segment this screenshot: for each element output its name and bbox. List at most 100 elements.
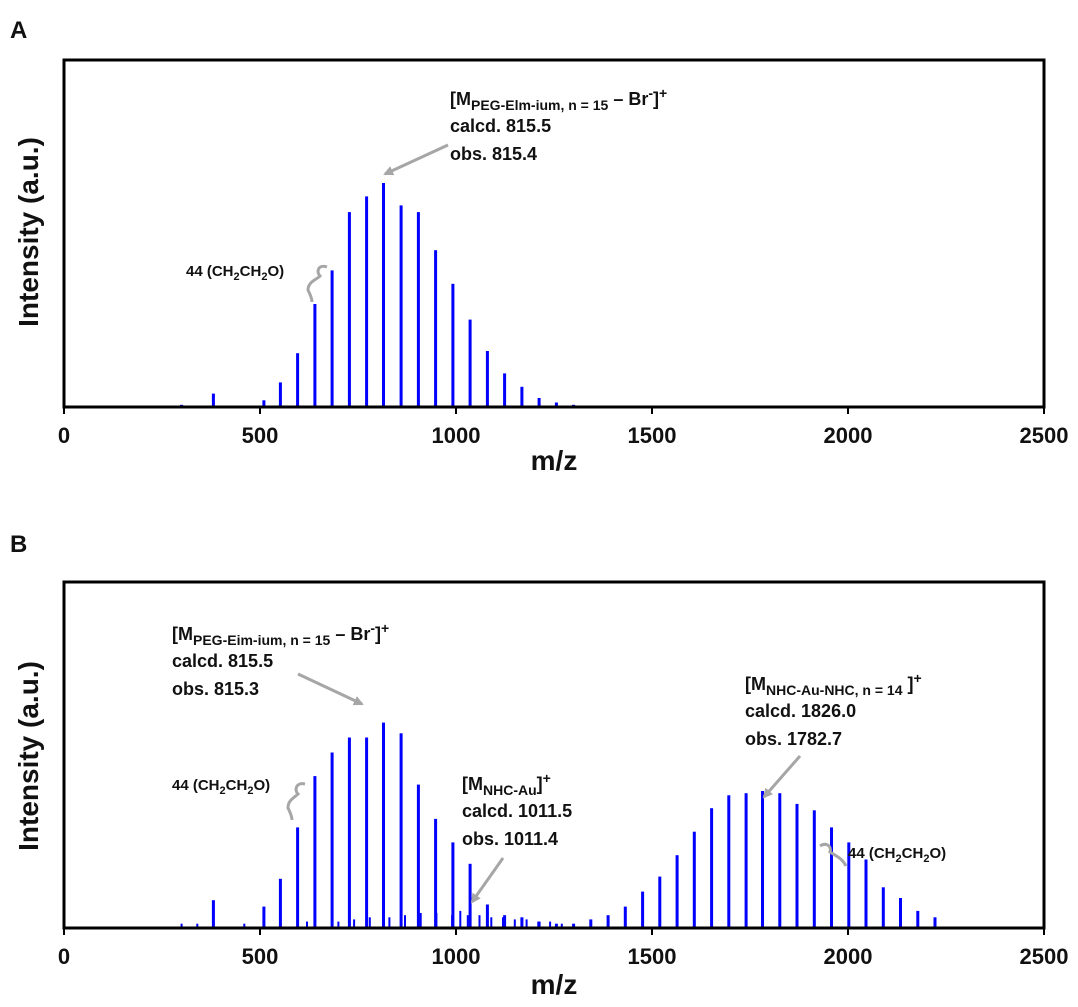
panel-a-peak [313,304,317,407]
panel-b-annotation-ch2ch2o-right: 44 (CH2CH2O) [848,845,946,865]
panel-a-x-tick-label: 2000 [824,423,873,448]
panel-b-peak [388,917,391,928]
panel-b-peak [881,887,885,928]
panel-b-peak [847,842,851,928]
panel-b-peak [353,919,356,928]
panel-b-peak [278,878,282,928]
panel-b-peak [727,795,731,928]
panel-b-x-tick-label: 1500 [628,944,677,969]
panel-b-peak [560,923,563,928]
panel-b-annotation-peg-calcd: calcd. 815.5 [172,651,273,671]
panel-b-peak [478,915,481,928]
panel-b: B 0 500 1000 1500 2000 2500 m/z Intensity (a.… [10,531,1068,1000]
panel-a-peak [262,400,266,407]
panel-a-brace [306,264,328,303]
panel-a-peak [520,386,524,407]
panel-a-x-tick-label: 0 [58,423,70,448]
panel-a-annotation-main-line1: [MPEG-Elm-ium, n = 15 – Br-]+ [450,85,667,113]
panel-b-peak [399,733,403,928]
panel-b-peak [347,737,351,928]
panel-a-peak [434,250,438,407]
panel-a-peak [416,212,420,407]
panel-b-annotation-ch2ch2o-left: 44 (CH2CH2O) [172,777,270,797]
panel-a-peak [468,319,472,407]
panel-b-peak [262,906,266,928]
panel-b-peak [572,923,576,928]
panel-b-annotation-nhcaunhc-calcd: calcd. 1826.0 [745,701,856,721]
panel-b-peak [710,808,714,928]
panel-b-arrow-peg [297,672,364,706]
panel-b-arrow-nhcaunhc [762,755,802,799]
panel-b-peak [795,803,799,928]
panel-a-peak [365,196,369,407]
panel-b-peak [554,923,558,928]
panel-b-peak [525,919,528,928]
panel-a-peak [382,183,385,407]
panel-b-peak [761,791,764,928]
panel-b-peak [520,917,524,928]
panel-b-peak [675,855,679,928]
panel-b-annotation-nhcaunhc-line1: [MNHC-Au-NHC, n = 14 ]+ [745,670,922,698]
panel-a-peak [399,205,403,407]
panel-b-peak [337,921,340,928]
panel-a-peaks [180,183,576,407]
panel-b-peak [933,917,937,928]
panel-b-peaks [180,722,937,928]
panel-a-peak [330,270,334,407]
panel-a-peak [347,212,351,407]
panel-b-peak [899,898,902,928]
panel-b-peak [513,919,516,928]
panel-b-annotation-peg-line1: [MPEG-Eim-ium, n = 15 – Br-]+ [172,620,389,648]
panel-a-x-ticks: 0 500 1000 1500 2000 2500 [58,407,1069,448]
panel-b-brace-right [819,842,848,867]
panel-a-x-axis-label: m/z [531,445,578,476]
panel-b-peak [812,810,816,928]
panel-b-x-tick-label: 2000 [824,944,873,969]
panel-b-peak [196,923,199,928]
panel-b-peak [490,917,493,928]
panel-b-peak [243,923,246,928]
panel-b-peak [623,906,627,928]
panel-a-x-tick-label: 500 [242,423,279,448]
panel-b-peak [180,923,183,928]
panel-b-brace-left [286,782,306,821]
panel-b-plot-frame [62,580,1046,930]
panel-a-y-axis-label: Intensity (a.u.) [13,137,44,327]
panel-a-x-tick-label: 2500 [1020,423,1069,448]
panel-a-peak [211,393,215,407]
panel-b-peak [306,921,308,928]
panel-a-peak [503,373,507,407]
panel-b-peak [296,827,300,928]
panel-b-peak [382,722,385,928]
panel-a-arrow [383,143,449,176]
panel-b-peak [466,915,469,928]
panel-b-peak [330,752,334,928]
panel-b-annotation-nhcaunhc-obs: obs. 1782.7 [745,729,842,749]
panel-a-peak [554,402,558,407]
panel-a-x-tick-label: 1500 [628,423,677,448]
panel-b-x-tick-label: 1000 [432,944,481,969]
panel-b-peak [864,859,868,928]
panel-a: A 0 500 1000 1500 2000 2500 m/z Intensity (a.… [10,17,1068,476]
panel-a-peak [537,398,541,407]
panel-b-peak [658,876,662,928]
panel-b-annotation-peg-obs: obs. 815.3 [172,679,259,699]
panel-b-peak [502,917,504,928]
panel-a-peak [296,353,300,407]
panel-b-peak [641,891,645,928]
panel-a-annotation-main-calcd: calcd. 815.5 [450,116,551,136]
panel-b-peak [459,910,462,928]
panel-b-peak [916,910,920,928]
panel-a-annotation-main-obs: obs. 815.4 [450,144,537,164]
panel-a-x-tick-label: 1000 [432,423,481,448]
panel-b-annotation-nhcau-line1: [MNHC-Au]+ [462,770,551,798]
panel-b-x-tick-label: 500 [242,944,279,969]
panel-b-arrow-nhcau [470,857,505,904]
panel-a-peak [451,283,455,407]
panel-b-peak [313,776,317,928]
panel-b-peak [692,831,696,928]
panel-a-plot-frame [62,58,1046,409]
panel-b-peak [419,913,422,928]
panel-b-peak [468,863,472,928]
